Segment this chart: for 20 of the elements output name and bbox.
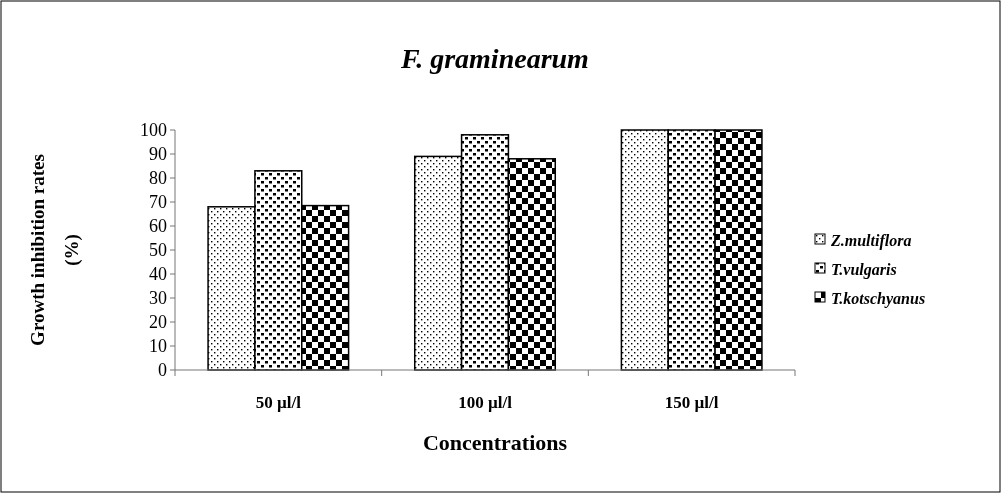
legend-label: T.kotschyanus	[831, 289, 926, 308]
y-tick-label: 100	[140, 120, 167, 141]
x-tick-label: 50 µl/l	[255, 393, 302, 412]
y-tick-label: 0	[158, 360, 167, 381]
y-tick-label: 50	[149, 240, 167, 261]
y-tick-label: 20	[149, 312, 167, 333]
chart-title: F. graminearum	[400, 43, 589, 74]
x-tick-label: 150 µl/l	[664, 393, 719, 412]
y-tick-label: 30	[149, 288, 167, 309]
y-tick-label: 80	[149, 168, 167, 189]
y-tick-label: 40	[149, 264, 167, 285]
y-tick-label: 70	[149, 192, 167, 213]
x-axis-title: Concentrations	[422, 430, 568, 455]
y-tick-label: 10	[149, 336, 167, 357]
legend-label: T.vulgaris	[831, 260, 897, 279]
y-tick-label: 90	[149, 144, 167, 165]
y-axis-title: Growth inhibition rates (%)	[27, 154, 83, 346]
legend-label: Z.multiflora	[830, 231, 912, 250]
x-tick-label: 100 µl/l	[458, 393, 513, 412]
y-tick-label: 60	[149, 216, 167, 237]
